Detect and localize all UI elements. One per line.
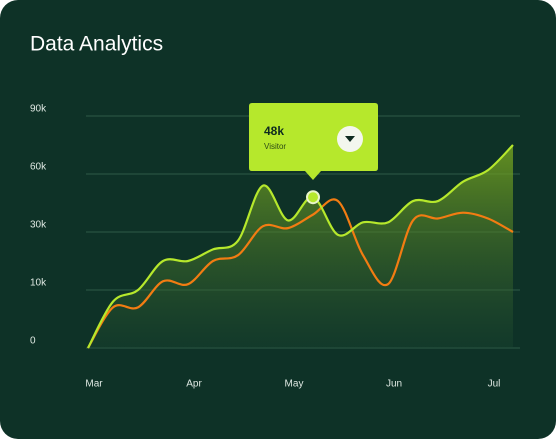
x-tick-label: Jun [386, 379, 402, 390]
x-tick-label: Apr [186, 379, 202, 390]
x-tick-label: Mar [85, 379, 103, 390]
x-tick-label: May [285, 379, 304, 390]
x-tick-label: Jul [488, 379, 501, 390]
tooltip-value: 48k [264, 124, 284, 138]
y-tick-label: 90k [30, 104, 47, 115]
y-tick-label: 30k [30, 220, 47, 231]
y-tick-label: 60k [30, 162, 47, 173]
tooltip-point [306, 190, 320, 205]
dropdown-arrow [345, 136, 355, 142]
area [88, 145, 513, 348]
y-tick-label: 10k [30, 278, 47, 289]
tooltip-name: Visitor [264, 142, 286, 151]
line [87, 144, 514, 349]
line [87, 198, 514, 349]
y-tick-label: 0 [30, 336, 36, 347]
chart-title: Data Analytics [30, 33, 163, 56]
tooltip-box [249, 103, 378, 180]
